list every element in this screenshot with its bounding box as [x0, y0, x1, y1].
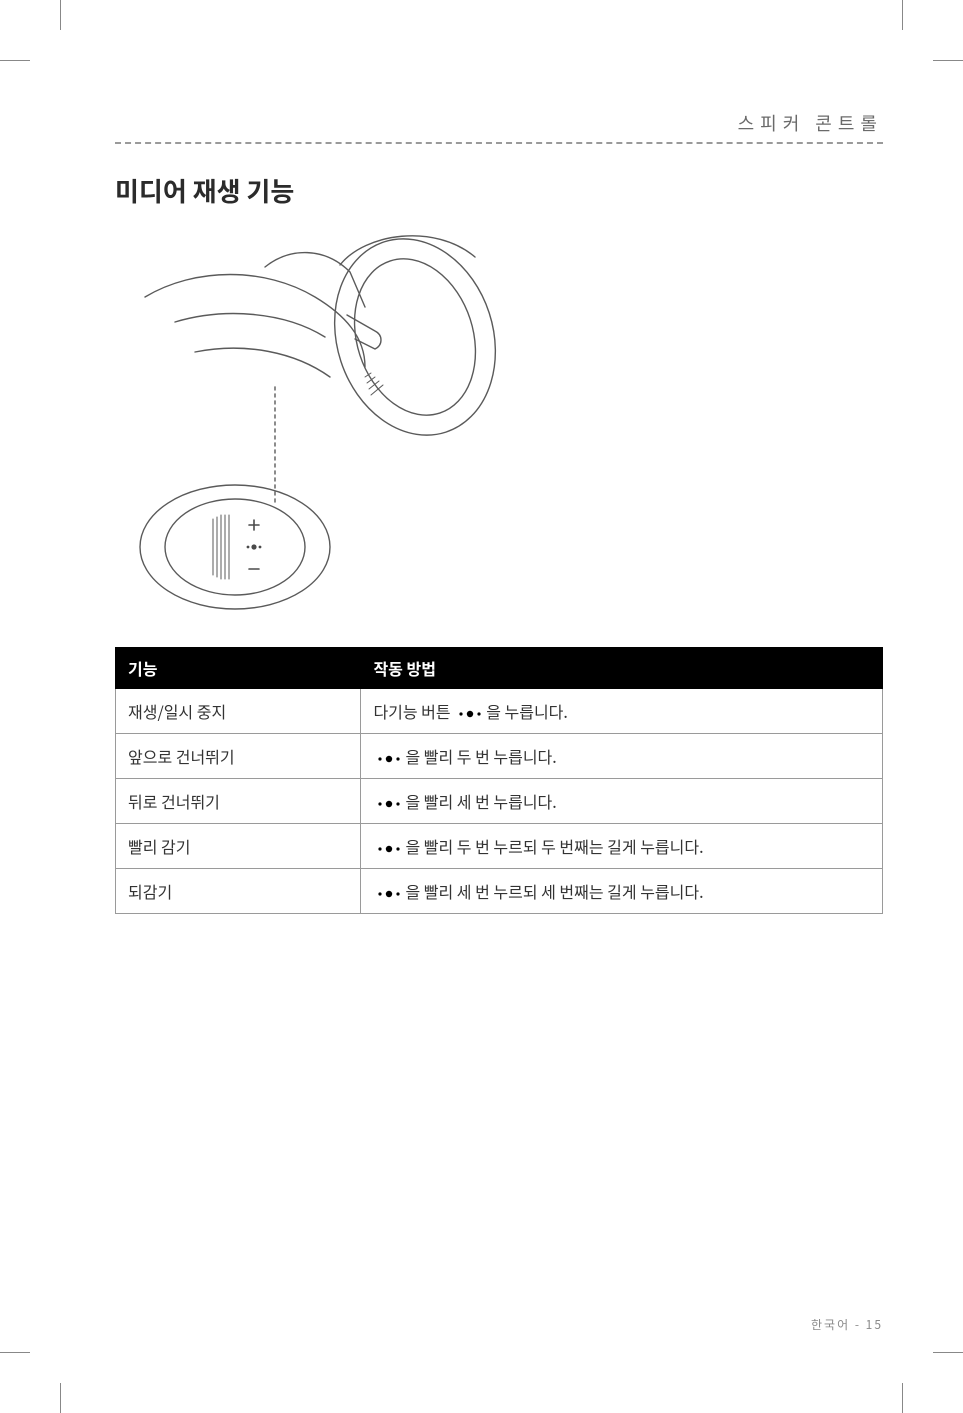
multifunction-dots-icon	[373, 744, 405, 768]
crop-mark	[933, 60, 963, 61]
divider-dashed	[115, 142, 883, 144]
how-prefix: 다기능 버튼	[373, 699, 454, 723]
crop-mark	[60, 0, 61, 30]
cell-how: 을 빨리 두 번 누릅니다.	[361, 734, 883, 779]
table-row: 뒤로 건너뛰기 을 빨리 세 번 누릅니다.	[116, 779, 883, 824]
cell-how: 다기능 버튼 을 누릅니다.	[361, 689, 883, 734]
how-suffix: 을 빨리 두 번 누르되 두 번째는 길게 누릅니다.	[405, 834, 703, 858]
how-suffix: 을 빨리 두 번 누릅니다.	[405, 744, 556, 768]
how-suffix: 을 누릅니다.	[486, 699, 568, 723]
page-title: 미디어 재생 기능	[115, 172, 883, 209]
cell-function: 앞으로 건너뛰기	[116, 734, 361, 779]
table-row: 재생/일시 중지다기능 버튼 을 누릅니다.	[116, 689, 883, 734]
crop-mark	[902, 1383, 903, 1413]
multifunction-dots-icon	[373, 879, 405, 903]
multifunction-dots-icon	[373, 834, 405, 858]
cell-how: 을 빨리 두 번 누르되 두 번째는 길게 누릅니다.	[361, 824, 883, 869]
cell-function: 재생/일시 중지	[116, 689, 361, 734]
cell-how: 을 빨리 세 번 누르되 세 번째는 길게 누릅니다.	[361, 869, 883, 914]
footer-sep: -	[850, 1316, 866, 1333]
page: 스피커 콘트롤 미디어 재생 기능	[0, 0, 963, 1413]
multifunction-dots-icon	[454, 699, 486, 723]
crop-mark	[902, 0, 903, 30]
illustration-speaker-control	[115, 227, 883, 617]
crop-mark	[60, 1383, 61, 1413]
footer-lang: 한국어	[811, 1316, 850, 1333]
col-header-how: 작동 방법	[361, 648, 883, 689]
how-suffix: 을 빨리 세 번 누르되 세 번째는 길게 누릅니다.	[405, 879, 703, 903]
crop-mark	[0, 60, 30, 61]
illustration-svg	[115, 227, 535, 617]
table-row: 앞으로 건너뛰기 을 빨리 두 번 누릅니다.	[116, 734, 883, 779]
table-header-row: 기능 작동 방법	[116, 648, 883, 689]
functions-table: 기능 작동 방법 재생/일시 중지다기능 버튼 을 누릅니다.앞으로 건너뛰기을…	[115, 647, 883, 914]
cell-function: 되감기	[116, 869, 361, 914]
page-footer: 한국어 - 15	[811, 1316, 883, 1333]
cell-function: 뒤로 건너뛰기	[116, 779, 361, 824]
crop-mark	[933, 1352, 963, 1353]
cell-function: 빨리 감기	[116, 824, 361, 869]
section-header: 스피커 콘트롤	[115, 110, 883, 136]
table-row: 되감기 을 빨리 세 번 누르되 세 번째는 길게 누릅니다.	[116, 869, 883, 914]
col-header-function: 기능	[116, 648, 361, 689]
cell-how: 을 빨리 세 번 누릅니다.	[361, 779, 883, 824]
footer-page: 15	[866, 1316, 883, 1333]
how-suffix: 을 빨리 세 번 누릅니다.	[405, 789, 556, 813]
multifunction-dots-icon	[373, 789, 405, 813]
crop-mark	[0, 1352, 30, 1353]
table-row: 빨리 감기 을 빨리 두 번 누르되 두 번째는 길게 누릅니다.	[116, 824, 883, 869]
